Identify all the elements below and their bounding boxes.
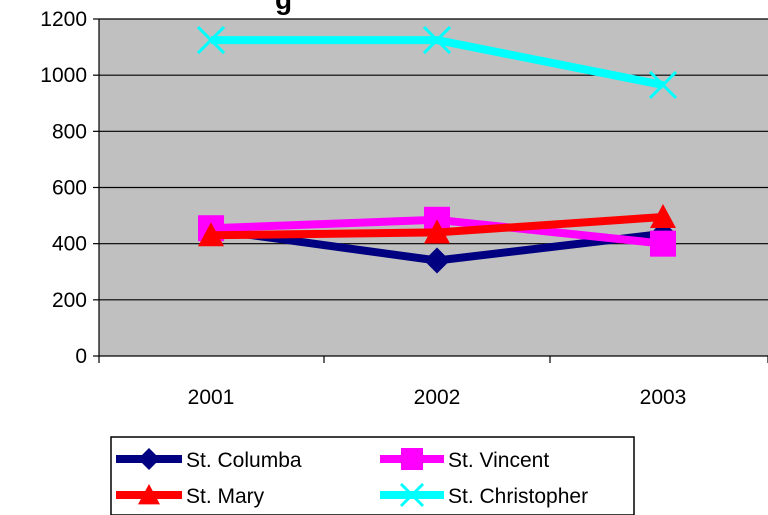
data-point-st-christopher xyxy=(648,70,678,100)
x-tick-label: 2002 xyxy=(414,386,461,409)
series-layer xyxy=(196,26,678,274)
legend-label: St. Christopher xyxy=(448,485,588,508)
data-point-st-columba xyxy=(424,247,450,274)
legend: St. Columba St. Vincent St. Mary St. Christ… xyxy=(110,436,635,515)
legend-item-st-christopher: St. Christopher xyxy=(380,482,588,508)
y-tick-label: 200 xyxy=(52,289,87,312)
y-tick-label: 400 xyxy=(52,233,87,256)
y-tick-label: 0 xyxy=(75,345,87,368)
legend-box xyxy=(110,436,635,515)
legend-label: St. Columba xyxy=(186,449,302,472)
legend-marker-st-mary xyxy=(138,484,160,505)
data-point-st-mary xyxy=(198,222,224,247)
data-point-st-mary xyxy=(424,219,450,244)
legend-label: St. Mary xyxy=(186,485,265,508)
y-tick-label: 1000 xyxy=(40,64,87,87)
series-st-christopher xyxy=(196,26,678,100)
legend-marker-st-vincent xyxy=(401,448,423,470)
data-point-st-christopher xyxy=(196,26,226,55)
data-point-st-christopher xyxy=(422,26,452,55)
legend-item-st-columba: St. Columba xyxy=(116,448,302,472)
x-tick-label: 2003 xyxy=(640,386,687,409)
legend-marker-st-columba xyxy=(138,448,160,470)
y-tick-label: 1200 xyxy=(40,8,87,31)
y-tick-label: 800 xyxy=(52,120,87,143)
legend-label: St. Vincent xyxy=(448,449,549,472)
series-st-mary xyxy=(198,203,676,247)
data-point-st-mary xyxy=(650,203,676,229)
data-point-st-vincent xyxy=(650,230,676,257)
axis-layer: 0 200 400 600 800 1000 1200 2001 2002 2003 xyxy=(40,8,768,409)
chart-title: g xyxy=(275,0,292,15)
legend-marker-st-christopher xyxy=(399,482,425,508)
x-tick-label: 2001 xyxy=(188,386,235,409)
y-tick-label: 600 xyxy=(52,177,87,200)
legend-item-st-vincent: St. Vincent xyxy=(380,448,549,472)
legend-item-st-mary: St. Mary xyxy=(116,484,265,508)
